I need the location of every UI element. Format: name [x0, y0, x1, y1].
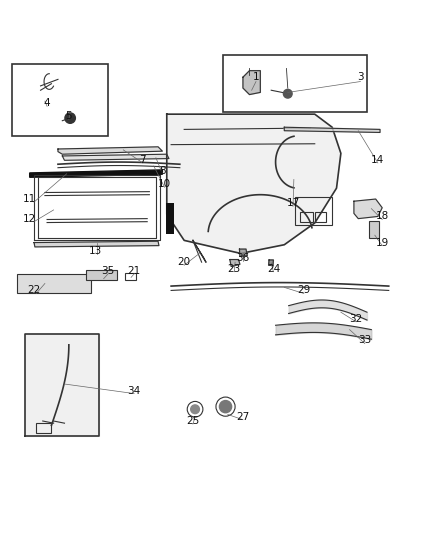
Text: 5: 5	[66, 111, 72, 122]
Text: 19: 19	[375, 238, 389, 247]
Text: 4: 4	[44, 98, 50, 108]
Polygon shape	[62, 154, 169, 160]
Text: 21: 21	[127, 266, 141, 276]
Text: 35: 35	[101, 266, 115, 276]
Text: 22: 22	[28, 286, 41, 295]
Text: 14: 14	[371, 155, 385, 165]
Text: 17: 17	[286, 198, 300, 208]
Polygon shape	[30, 170, 162, 177]
Text: 13: 13	[88, 246, 102, 256]
Bar	[12, 64, 108, 136]
Polygon shape	[268, 260, 273, 265]
Bar	[86, 270, 117, 280]
Text: 33: 33	[358, 335, 371, 345]
Polygon shape	[58, 147, 162, 154]
Text: 20: 20	[178, 257, 191, 267]
Polygon shape	[284, 127, 380, 133]
Bar	[315, 212, 326, 222]
Circle shape	[283, 90, 292, 98]
Text: 8: 8	[159, 166, 166, 176]
Polygon shape	[167, 114, 341, 254]
Text: 18: 18	[375, 212, 389, 221]
Text: 36: 36	[237, 253, 250, 263]
Bar	[17, 274, 91, 293]
Polygon shape	[240, 249, 247, 256]
Text: 27: 27	[237, 411, 250, 422]
Polygon shape	[230, 260, 240, 266]
Circle shape	[65, 113, 75, 123]
Bar	[166, 204, 174, 234]
Circle shape	[219, 400, 232, 413]
Text: 11: 11	[23, 194, 36, 204]
Text: 10: 10	[158, 179, 171, 189]
Text: 32: 32	[350, 314, 363, 324]
Bar	[295, 197, 332, 225]
Text: 1: 1	[253, 72, 259, 82]
Bar	[223, 55, 367, 112]
Text: 3: 3	[357, 72, 364, 82]
Bar	[36, 423, 51, 433]
Bar	[369, 221, 379, 238]
Text: 24: 24	[267, 264, 280, 273]
Bar	[300, 212, 313, 222]
Text: 7: 7	[140, 155, 146, 165]
Text: 34: 34	[127, 385, 141, 395]
Polygon shape	[25, 334, 99, 436]
Text: 12: 12	[23, 214, 36, 224]
Text: 29: 29	[297, 286, 311, 295]
Circle shape	[191, 405, 199, 414]
Polygon shape	[354, 199, 382, 219]
Polygon shape	[34, 241, 159, 247]
Polygon shape	[243, 71, 260, 94]
Bar	[125, 272, 136, 280]
Text: 23: 23	[228, 264, 241, 273]
Text: 25: 25	[186, 416, 200, 426]
